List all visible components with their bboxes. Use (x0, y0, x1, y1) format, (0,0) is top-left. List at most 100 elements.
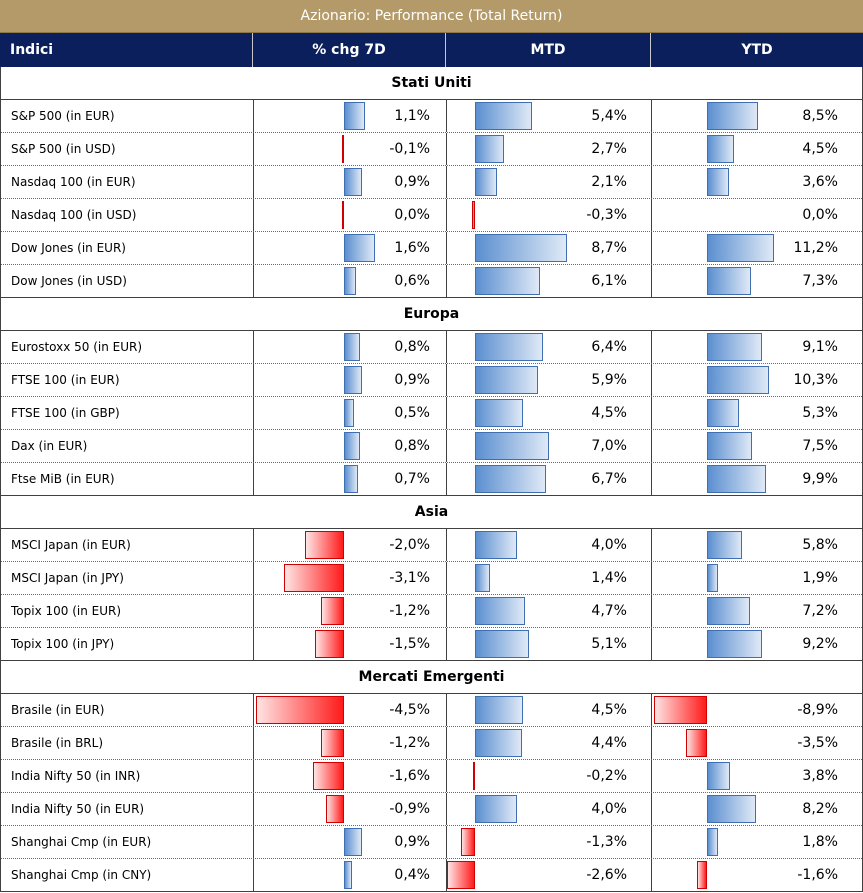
mtd-cell: 6,7% (447, 463, 652, 495)
chg7d-cell: 0,0% (254, 199, 447, 231)
mtd-cell: -2,6% (447, 859, 652, 891)
table-row: Brasile (in BRL) -1,2% 4,4% -3,5% (1, 727, 862, 760)
mtd-value: 8,7% (591, 240, 627, 256)
chg7d-bar (344, 399, 354, 427)
mtd-cell: 8,7% (447, 232, 652, 264)
mtd-bar (475, 564, 490, 592)
ytd-cell: 3,8% (652, 760, 862, 792)
chg7d-cell: -3,1% (254, 562, 447, 594)
index-name: Shanghai Cmp (in EUR) (11, 835, 152, 849)
index-name: Topix 100 (in JPY) (11, 637, 115, 651)
chg7d-cell: 0,8% (254, 430, 447, 462)
ytd-value: -8,9% (797, 702, 838, 718)
mtd-cell: 5,1% (447, 628, 652, 660)
chg7d-value: 1,6% (394, 240, 430, 256)
ytd-cell: 9,1% (652, 331, 862, 363)
chg7d-value: -3,1% (389, 570, 430, 586)
chg7d-cell: -1,2% (254, 595, 447, 627)
ytd-cell: 3,6% (652, 166, 862, 198)
mtd-value: -0,3% (586, 207, 627, 223)
ytd-value: 11,2% (793, 240, 838, 256)
chg7d-cell: 0,4% (254, 859, 447, 891)
chg7d-bar (344, 828, 362, 856)
column-header-ytd: YTD (741, 42, 773, 58)
chg7d-bar (320, 729, 344, 757)
chg7d-value: -4,5% (389, 702, 430, 718)
mtd-cell: 4,0% (447, 793, 652, 825)
chg7d-value: 0,9% (394, 834, 430, 850)
ytd-bar (707, 366, 769, 394)
chg7d-cell: -1,2% (254, 727, 447, 759)
chg7d-cell: -1,6% (254, 760, 447, 792)
ytd-value: 9,1% (802, 339, 838, 355)
mtd-cell: 4,0% (447, 529, 652, 561)
chg7d-bar (283, 564, 344, 592)
mtd-bar (475, 432, 550, 460)
mtd-bar (472, 762, 475, 790)
mtd-bar (475, 465, 547, 493)
section-header: Asia (1, 496, 862, 529)
mtd-value: 4,7% (591, 603, 627, 619)
index-name: S&P 500 (in EUR) (11, 109, 115, 123)
mtd-value: 2,1% (591, 174, 627, 190)
ytd-bar (707, 597, 751, 625)
table-row: Topix 100 (in JPY) -1,5% 5,1% 9,2% (1, 628, 862, 661)
ytd-bar (707, 564, 719, 592)
mtd-cell: 2,7% (447, 133, 652, 165)
column-header-mtd: MTD (446, 33, 651, 67)
column-header-index: Indici (0, 33, 253, 67)
chg7d-cell: 0,9% (254, 364, 447, 396)
ytd-value: 7,5% (802, 438, 838, 454)
index-name: Brasile (in EUR) (11, 703, 105, 717)
section-header: Mercati Emergenti (1, 661, 862, 694)
ytd-bar (707, 168, 729, 196)
mtd-value: 6,7% (591, 471, 627, 487)
ytd-value: 7,3% (802, 273, 838, 289)
chg7d-value: -1,6% (389, 768, 430, 784)
mtd-value: 5,1% (591, 636, 627, 652)
chg7d-cell: -0,1% (254, 133, 447, 165)
index-name: Shanghai Cmp (in CNY) (11, 868, 152, 882)
table-row: India Nifty 50 (in EUR) -0,9% 4,0% 8,2% (1, 793, 862, 826)
mtd-cell: 4,5% (447, 397, 652, 429)
chg7d-bar (344, 861, 352, 889)
ytd-bar (686, 729, 707, 757)
mtd-bar (475, 696, 523, 724)
ytd-value: -3,5% (797, 735, 838, 751)
mtd-bar (447, 861, 475, 889)
chg7d-value: 0,8% (394, 438, 430, 454)
table-row: S&P 500 (in USD) -0,1% 2,7% 4,5% (1, 133, 862, 166)
table-row: Nasdaq 100 (in EUR) 0,9% 2,1% 3,6% (1, 166, 862, 199)
chg7d-bar (342, 135, 344, 163)
index-name: FTSE 100 (in EUR) (11, 373, 120, 387)
index-name-cell: S&P 500 (in USD) (1, 133, 254, 165)
chg7d-value: -2,0% (389, 537, 430, 553)
ytd-bar (707, 399, 739, 427)
index-name-cell: Dow Jones (in USD) (1, 265, 254, 297)
index-name-cell: India Nifty 50 (in EUR) (1, 793, 254, 825)
index-name-cell: Nasdaq 100 (in EUR) (1, 166, 254, 198)
ytd-bar (707, 465, 767, 493)
chg7d-value: -1,2% (389, 603, 430, 619)
index-name: Dow Jones (in USD) (11, 274, 127, 288)
ytd-bar (697, 861, 707, 889)
ytd-bar (707, 762, 730, 790)
chg7d-value: 0,6% (394, 273, 430, 289)
table-row: Shanghai Cmp (in CNY) 0,4% -2,6% -1,6% (1, 859, 862, 892)
mtd-bar (475, 135, 504, 163)
mtd-value: 6,1% (591, 273, 627, 289)
chg7d-cell: -0,9% (254, 793, 447, 825)
section-header: Europa (1, 298, 862, 331)
mtd-value: 4,0% (591, 801, 627, 817)
index-name-cell: Eurostoxx 50 (in EUR) (1, 331, 254, 363)
mtd-value: -0,2% (586, 768, 627, 784)
index-name-cell: Brasile (in BRL) (1, 727, 254, 759)
ytd-bar (707, 432, 752, 460)
chg7d-value: 0,8% (394, 339, 430, 355)
ytd-bar (707, 630, 763, 658)
ytd-value: 5,3% (802, 405, 838, 421)
mtd-bar (475, 597, 525, 625)
ytd-value: 5,8% (802, 537, 838, 553)
table-row: Dow Jones (in EUR) 1,6% 8,7% 11,2% (1, 232, 862, 265)
chg7d-cell: -1,5% (254, 628, 447, 660)
